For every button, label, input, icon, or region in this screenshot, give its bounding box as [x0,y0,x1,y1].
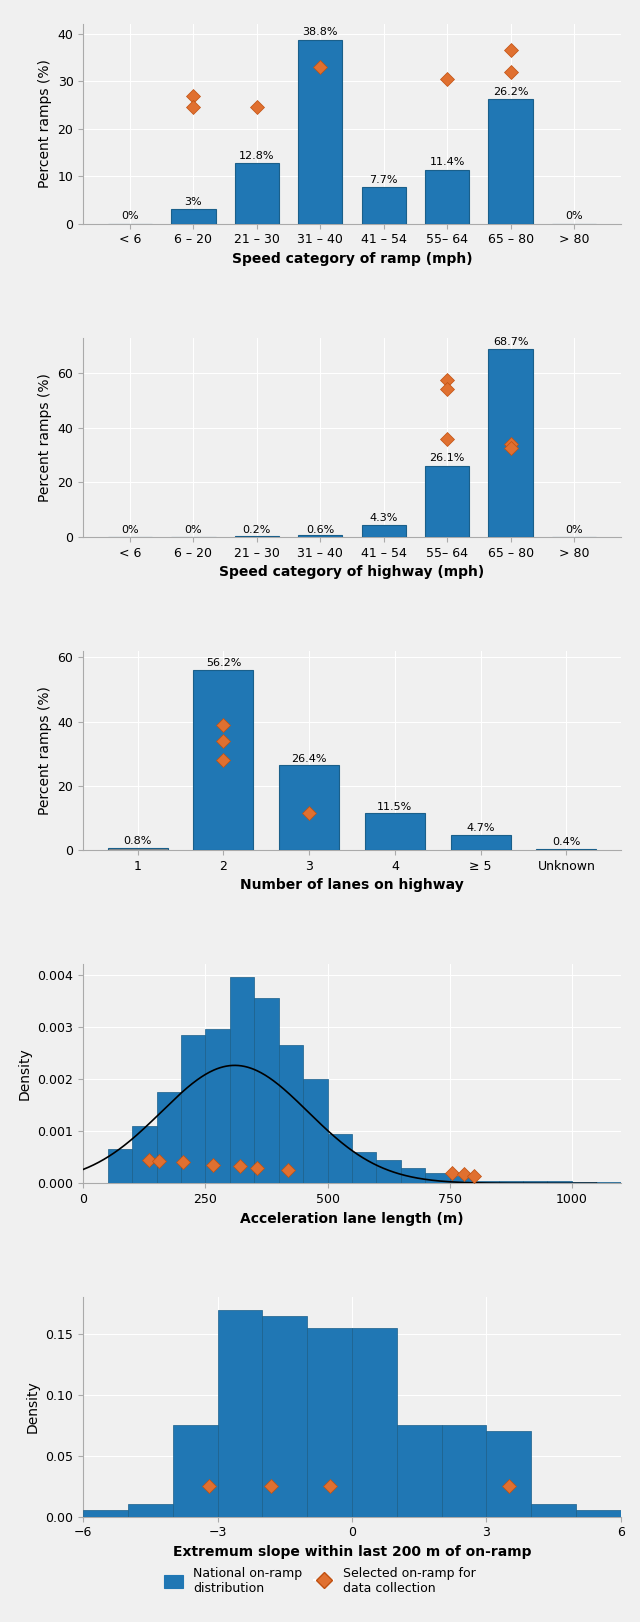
Bar [488,349,533,537]
Bar [132,1126,157,1184]
Bar [278,1045,303,1184]
Bar [486,1431,531,1517]
Bar [171,209,216,224]
Bar [303,1079,328,1184]
Bar [298,535,342,537]
Y-axis label: Percent ramps (%): Percent ramps (%) [38,60,52,188]
Text: 26.1%: 26.1% [429,454,465,464]
Bar [547,1181,572,1184]
Text: 0%: 0% [565,211,583,221]
X-axis label: Number of lanes on highway: Number of lanes on highway [240,879,464,892]
X-axis label: Acceleration lane length (m): Acceleration lane length (m) [240,1212,464,1226]
Bar [230,976,254,1184]
Bar [362,187,406,224]
Text: 11.5%: 11.5% [377,801,413,811]
Bar [218,1309,262,1517]
Bar [83,1510,128,1517]
Legend: National on-ramp
distribution, Selected on-ramp for
data collection: National on-ramp distribution, Selected … [159,1562,481,1599]
Bar [401,1168,426,1184]
Y-axis label: Density: Density [18,1048,32,1100]
Text: 4.3%: 4.3% [369,513,398,522]
Text: 0%: 0% [565,524,583,535]
Bar [523,1181,547,1184]
Bar [426,1173,450,1184]
Bar [328,1134,352,1184]
Text: 0.4%: 0.4% [552,837,580,847]
Bar [376,1160,401,1184]
Text: 0%: 0% [121,211,139,221]
Text: 56.2%: 56.2% [205,659,241,668]
Y-axis label: Percent ramps (%): Percent ramps (%) [38,373,52,501]
Bar [181,1035,205,1184]
Bar [499,1181,523,1184]
Text: 26.2%: 26.2% [493,88,529,97]
Text: 0%: 0% [184,524,202,535]
Bar [576,1510,621,1517]
Text: 0%: 0% [121,524,139,535]
Text: 3%: 3% [184,196,202,208]
Bar [205,1030,230,1184]
Bar [235,162,279,224]
Text: 0.2%: 0.2% [243,524,271,535]
Bar [108,848,168,850]
Text: 12.8%: 12.8% [239,151,275,161]
Text: 11.4%: 11.4% [429,157,465,167]
Bar [108,1150,132,1184]
Bar [474,1181,499,1184]
Bar [128,1504,173,1517]
Text: 7.7%: 7.7% [369,175,398,185]
Bar [451,835,511,850]
Bar [425,170,469,224]
Bar [365,813,425,850]
Bar [307,1328,352,1517]
Bar [531,1504,576,1517]
Text: 0.6%: 0.6% [306,524,334,535]
X-axis label: Speed category of ramp (mph): Speed category of ramp (mph) [232,251,472,266]
Bar [298,39,342,224]
Bar [262,1315,307,1517]
Bar [352,1152,376,1184]
Text: 26.4%: 26.4% [291,754,327,764]
Bar [442,1426,486,1517]
Bar [450,1176,474,1184]
Bar [279,766,339,850]
X-axis label: Speed category of highway (mph): Speed category of highway (mph) [220,564,484,579]
Text: 0.8%: 0.8% [124,835,152,847]
Bar [352,1328,397,1517]
Bar [193,670,253,850]
Bar [425,466,469,537]
Text: 68.7%: 68.7% [493,337,529,347]
X-axis label: Extremum slope within last 200 m of on-ramp: Extremum slope within last 200 m of on-r… [173,1544,531,1559]
Bar [173,1426,218,1517]
Bar [254,998,278,1184]
Y-axis label: Percent ramps (%): Percent ramps (%) [38,686,52,814]
Text: 4.7%: 4.7% [467,824,495,834]
Bar [362,526,406,537]
Y-axis label: Density: Density [26,1380,40,1434]
Bar [397,1426,442,1517]
Text: 38.8%: 38.8% [303,28,338,37]
Bar [157,1092,181,1184]
Bar [488,99,533,224]
